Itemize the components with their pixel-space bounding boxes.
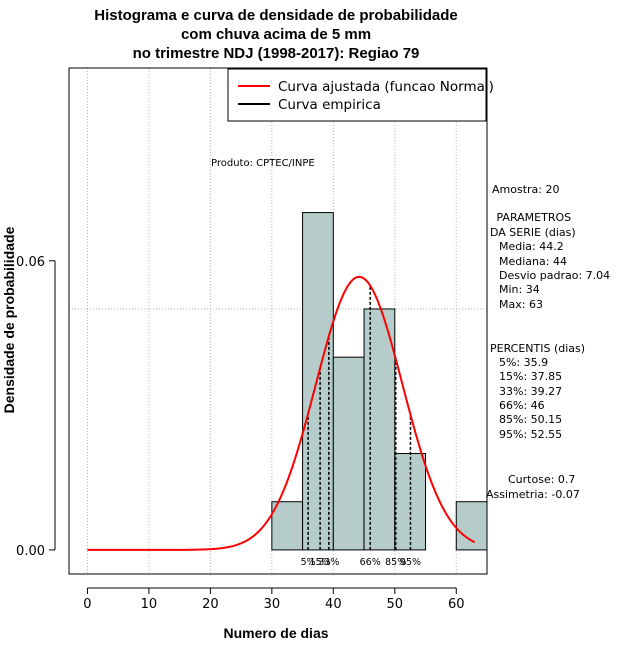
param-min: Min: 34 xyxy=(499,283,540,296)
percentil-15: 15%: 37.85 xyxy=(499,370,562,383)
x-tick-label-60: 60 xyxy=(448,597,465,612)
x-axis-title: Numero de dias xyxy=(223,625,328,641)
side-statistics: Amostra: 20 PARAMETROS DA SERIE (dias) M… xyxy=(486,183,610,501)
y-tick-label-1: 0.06 xyxy=(16,255,45,270)
param-desvio: Desvio padrao: 7.04 xyxy=(499,269,610,282)
percentil-5: 5%: 35.9 xyxy=(499,356,548,369)
product-label: Produto: CPTEC/INPE xyxy=(211,158,315,169)
curtose-text: Curtose: 0.7 xyxy=(508,473,575,486)
histogram-bar-3 xyxy=(363,308,396,551)
percentile-label-2: 33% xyxy=(318,557,339,568)
percentil-33: 33%: 39.27 xyxy=(499,385,562,398)
x-tick-label-10: 10 xyxy=(141,597,158,612)
amostra-text: Amostra: 20 xyxy=(492,183,559,196)
x-tick-label-30: 30 xyxy=(264,597,281,612)
percentile-label-3: 66% xyxy=(360,557,381,568)
percentis-title: PERCENTIS (dias) xyxy=(490,342,585,355)
percentil-66: 66%: 46 xyxy=(499,399,545,412)
parametros-title-2: DA SERIE (dias) xyxy=(490,226,576,239)
chart-title-line-2: com chuva acima de 5 mm xyxy=(181,26,371,43)
percentile-label-0: 5% xyxy=(301,557,316,568)
x-axis: 0 10 20 30 40 50 60 xyxy=(83,587,465,612)
percentile-label-5: 95% xyxy=(400,557,421,568)
histogram-bar-0 xyxy=(271,501,304,551)
percentil-95: 95%: 52.55 xyxy=(499,428,562,441)
histogram-bar-6 xyxy=(455,501,488,551)
histogram-bar-2 xyxy=(332,356,365,551)
plot-frame xyxy=(68,67,488,575)
param-mediana: Mediana: 44 xyxy=(499,255,567,268)
y-axis: 0.00 0.06 xyxy=(16,255,56,559)
param-media: Media: 44.2 xyxy=(499,240,564,253)
y-axis-title: Densidade de probabilidade xyxy=(1,226,17,413)
x-tick-label-0: 0 xyxy=(83,597,91,612)
x-tick-label-50: 50 xyxy=(387,597,404,612)
y-tick-label-0: 0.00 xyxy=(16,544,45,559)
percentile-label-1: 15% xyxy=(310,557,331,568)
parametros-title-1: PARAMETROS xyxy=(493,211,571,224)
normal-curve-layer xyxy=(87,275,476,551)
x-tick-label-40: 40 xyxy=(325,597,342,612)
legend-label-normal: Curva ajustada (funcao Normal) xyxy=(278,79,494,95)
param-max: Max: 63 xyxy=(499,298,543,311)
assimetria-text: Assimetria: -0.07 xyxy=(486,488,580,501)
legend: Curva ajustada (funcao Normal) Curva emp… xyxy=(227,68,494,122)
legend-box xyxy=(227,68,487,122)
percentile-lines: 5%15%33% 66% 85%95% xyxy=(301,285,421,568)
normal-curve xyxy=(87,275,476,551)
chart-title-line-1: Histograma e curva de densidade de proba… xyxy=(94,7,457,24)
chart-title-line-3: no trimestre NDJ (1998-2017): Regiao 79 xyxy=(133,45,420,62)
legend-label-empirical: Curva empirica xyxy=(278,97,381,113)
percentil-85: 85%: 50.15 xyxy=(499,413,562,426)
x-tick-label-20: 20 xyxy=(202,597,219,612)
histogram-bars xyxy=(271,212,488,551)
percentile-label-4: 85% xyxy=(385,557,406,568)
